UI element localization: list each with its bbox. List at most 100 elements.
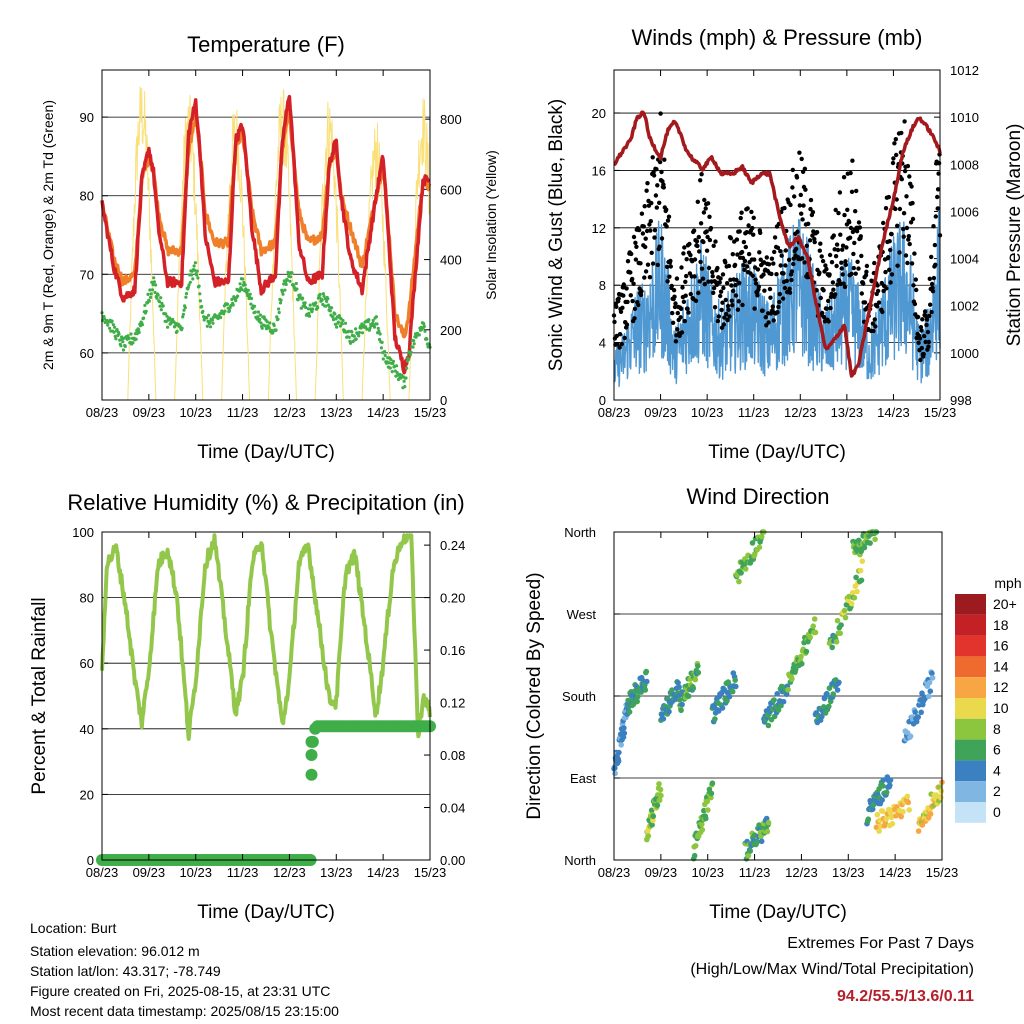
gust-point: [802, 260, 807, 265]
gust-point: [711, 285, 717, 291]
dewpoint-point: [404, 376, 408, 380]
humidity-plot-frame: [101, 531, 431, 861]
gust-point: [912, 251, 917, 256]
gust-point: [777, 299, 782, 305]
gust-point: [741, 263, 746, 268]
gust-point: [895, 263, 900, 268]
dewpoint-point: [314, 301, 318, 305]
gust-point: [852, 240, 857, 246]
gust-point: [618, 309, 624, 314]
gust-point: [692, 274, 697, 279]
gust-point: [734, 237, 740, 242]
gust-point: [933, 262, 938, 267]
dewpoint-point: [281, 292, 285, 296]
direction-point: [833, 639, 840, 645]
solar-series-line: [408, 98, 431, 401]
gust-point: [643, 269, 649, 274]
gust-point: [897, 206, 903, 212]
dewpoint-point: [352, 334, 356, 338]
solar-y2tick-label: 600: [440, 182, 462, 197]
gust-point: [682, 245, 687, 250]
humidity-xlabel: Time (Day/UTC): [197, 902, 335, 923]
direction-point: [612, 765, 618, 771]
gust-point: [638, 292, 644, 298]
gust-point: [930, 289, 936, 294]
direction-point: [756, 544, 763, 551]
humidity-title: Relative Humidity (%) & Precipitation (i…: [67, 490, 464, 515]
direction-point: [915, 828, 922, 834]
gust-point: [704, 229, 709, 234]
temp-xtick-label: 14/23: [367, 405, 400, 420]
gust-point: [807, 238, 813, 243]
gust-point: [851, 265, 856, 271]
direction-point: [726, 693, 733, 700]
dewpoint-point: [253, 304, 257, 308]
gust-point: [810, 210, 816, 215]
gust-point: [915, 314, 921, 320]
direction-point: [690, 685, 697, 692]
dewpoint-point: [231, 303, 235, 307]
dewpoint-point: [377, 329, 381, 333]
gust-point: [712, 305, 718, 310]
dir-xtick-label: 11/23: [739, 865, 771, 880]
gust-point: [713, 239, 718, 244]
gust-point: [647, 275, 653, 280]
direction-point: [824, 690, 830, 697]
dewpoint-point: [330, 306, 334, 310]
rh-xtick-label: 15/23: [414, 865, 447, 880]
direction-point: [883, 816, 889, 822]
gust-point: [636, 302, 641, 308]
gust-point: [778, 263, 783, 268]
gust-point: [888, 280, 893, 285]
gust-point: [719, 325, 725, 330]
gust-point: [836, 210, 841, 216]
gust-point: [799, 211, 804, 216]
dewpoint-point: [225, 302, 230, 306]
gust-point: [715, 265, 720, 271]
dewpoint-point: [307, 314, 312, 318]
gust-point: [624, 286, 629, 291]
gust-point: [905, 260, 910, 266]
gust-point: [745, 206, 750, 211]
gust-point: [798, 192, 803, 198]
solar-y2tick-label: 800: [440, 112, 462, 127]
gust-point: [739, 210, 744, 215]
direction-point: [654, 802, 661, 808]
direction-point: [849, 590, 856, 596]
gust-point: [787, 286, 792, 291]
dewpoint-point: [108, 326, 112, 330]
gust-point: [912, 301, 918, 307]
gust-point: [923, 339, 928, 345]
humidity-ylabel: Percent & Total Rainfall: [29, 597, 50, 794]
gust-point: [614, 333, 619, 339]
temp-ytick-label: 90: [80, 110, 94, 125]
dewpoint-point: [372, 325, 377, 329]
direction-point: [912, 709, 918, 715]
gust-point: [691, 228, 697, 233]
direction-point: [889, 821, 896, 827]
direction-point: [883, 789, 890, 796]
gust-point: [799, 156, 804, 162]
gust-point: [670, 320, 676, 325]
gust-point: [935, 206, 940, 211]
gust-point: [729, 298, 734, 303]
gust-point: [936, 161, 942, 166]
direction-point: [642, 687, 649, 693]
direction-point: [749, 540, 756, 546]
gust-point: [636, 227, 642, 233]
wind-xtick-label: 13/23: [831, 405, 864, 420]
gust-point: [730, 303, 735, 308]
gust-point: [657, 244, 662, 249]
gust-point: [649, 200, 654, 206]
dewpoint-point: [198, 292, 202, 296]
dewpoint-point: [408, 353, 412, 357]
gust-point: [681, 251, 686, 256]
dewpoint-point: [115, 328, 119, 332]
direction-ytick-label: East: [570, 771, 596, 786]
gust-point: [717, 280, 722, 285]
dewpoint-point: [200, 304, 204, 309]
dewpoint-point: [188, 280, 192, 284]
gust-point: [699, 266, 705, 271]
dewpoint-point: [164, 319, 168, 324]
dir-xtick-label: 09/23: [645, 865, 678, 880]
